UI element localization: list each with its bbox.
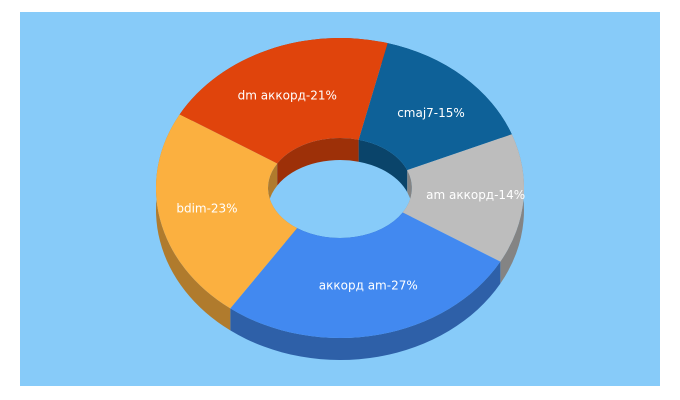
slice: [179, 38, 388, 164]
slice-label: bdim-23%: [176, 201, 237, 215]
slice-inner-side: [358, 139, 408, 193]
slice-label: dm аккорд-21%: [238, 88, 337, 102]
slice-side: [156, 114, 231, 331]
slice-inner-side: [277, 138, 359, 186]
slice: [156, 114, 298, 309]
slice-label: cmaj7-15%: [397, 106, 465, 120]
slice-label: am аккорд-14%: [426, 188, 525, 202]
slice: [230, 212, 501, 338]
slice: [402, 134, 524, 262]
slice-side: [230, 261, 501, 360]
slice-label: аккорд am-27%: [319, 278, 418, 292]
slice: [358, 43, 512, 171]
